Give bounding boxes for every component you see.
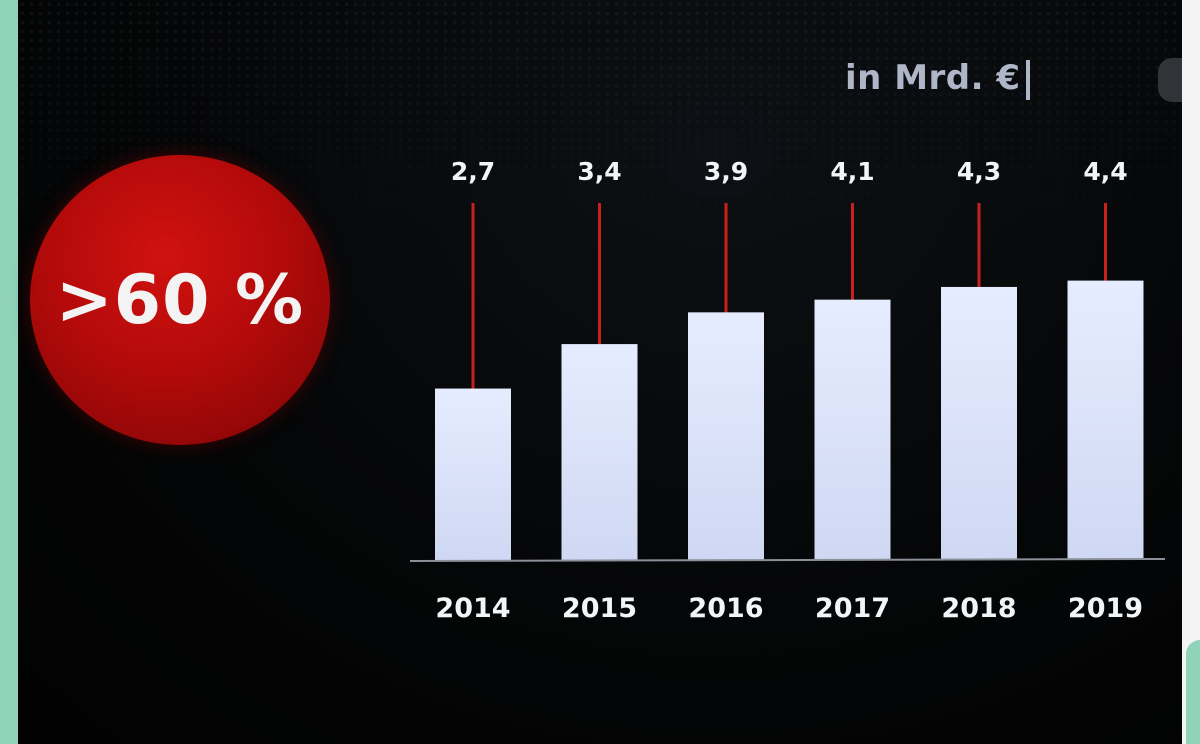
- category-label-2015: 2015: [562, 593, 637, 624]
- bar-2017: [814, 299, 891, 560]
- category-label-2017: 2017: [815, 593, 890, 624]
- value-label-2016: 3,9: [704, 157, 748, 186]
- value-label-2017: 4,1: [830, 157, 874, 186]
- percentage-badge-text: >60 %: [55, 260, 305, 340]
- percentage-badge: >60 %: [30, 155, 330, 445]
- value-label-2018: 4,3: [957, 157, 1001, 186]
- unit-separator: [1026, 60, 1030, 100]
- bars-layer: 2,7 2014 3,4 2015 3,9 2016 4,1 2017 4,3 2018 4,4 20…: [435, 157, 1144, 624]
- x-axis-baseline: [409, 558, 1166, 562]
- right-edge-corner: [1186, 640, 1200, 744]
- category-label-2019: 2019: [1068, 593, 1143, 624]
- right-edge-strip: [1182, 0, 1200, 744]
- bar-2019: [1067, 280, 1144, 560]
- bar-2018: [941, 286, 1017, 560]
- unit-label: in Mrd. €: [845, 58, 1021, 98]
- value-label-2019: 4,4: [1083, 157, 1127, 186]
- value-label-2015: 3,4: [577, 157, 621, 186]
- value-label-2014: 2,7: [451, 157, 495, 186]
- category-label-2016: 2016: [688, 593, 763, 624]
- category-label-2018: 2018: [941, 593, 1016, 624]
- bar-2015: [561, 344, 638, 560]
- corner-knob-icon: [1158, 58, 1182, 102]
- category-label-2014: 2014: [435, 593, 510, 624]
- bar-2016: [688, 312, 764, 560]
- bar-2014: [435, 388, 511, 560]
